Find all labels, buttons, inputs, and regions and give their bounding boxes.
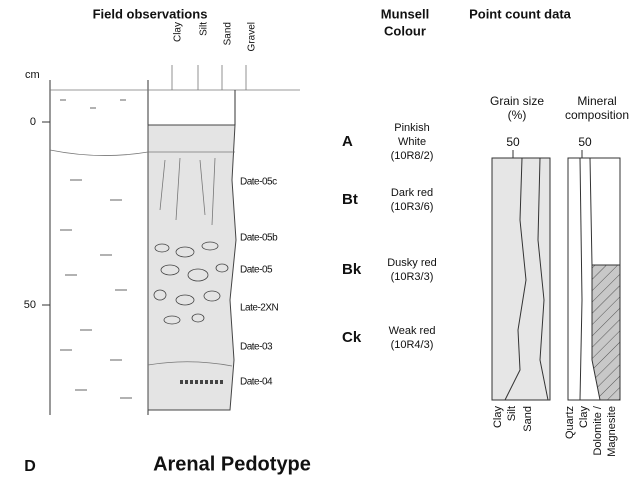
sample-label: Date-05b xyxy=(240,233,278,244)
field-profile xyxy=(42,65,300,415)
panel-label: D xyxy=(24,458,36,475)
mineral-panel xyxy=(567,150,621,401)
grain-size-title: (%) xyxy=(508,108,527,122)
grain-size-title: Grain size xyxy=(490,94,544,108)
horizon-code: (10R3/3) xyxy=(391,271,434,283)
texture-label: Sand xyxy=(223,22,234,45)
grain-size-panel xyxy=(491,150,551,401)
grain-size-tick: 50 xyxy=(506,135,520,149)
grain-size-label: Sand xyxy=(522,406,534,432)
sample-label: Date-04 xyxy=(240,377,273,388)
mineral-label: Quartz xyxy=(564,406,576,439)
depth-tick-label: 0 xyxy=(30,116,36,128)
horizon-code: (10R4/3) xyxy=(391,339,434,351)
horizon-colour: Dusky red xyxy=(387,257,437,269)
horizon-colour: White xyxy=(398,136,426,148)
sample-label: Date-03 xyxy=(240,342,273,353)
horizon-colour: Dark red xyxy=(391,187,433,199)
mineral-title: composition xyxy=(565,108,629,122)
sample-label: Late-2XN xyxy=(240,303,279,314)
munsell-heading: Munsell xyxy=(381,6,429,21)
horizon-name: Bk xyxy=(342,261,362,278)
mineral-label: Clay xyxy=(578,406,590,429)
horizon-code: (10R3/6) xyxy=(391,201,434,213)
grain-size-label: Silt xyxy=(506,406,518,421)
grain-size-label: Clay xyxy=(492,406,504,429)
field-heading: Field observations xyxy=(93,6,208,21)
mineral-label: Magnesite xyxy=(606,406,618,457)
horizon-code: (10R8/2) xyxy=(391,150,434,162)
horizon-name: Ck xyxy=(342,329,362,346)
sample-label: Date-05c xyxy=(240,177,277,188)
munsell-heading: Colour xyxy=(384,23,426,38)
texture-label: Silt xyxy=(199,22,210,36)
mineral-label: Dolomite / xyxy=(592,405,604,455)
point-count-heading: Point count data xyxy=(469,6,572,21)
texture-label: Gravel xyxy=(247,22,258,51)
mineral-title: Mineral xyxy=(577,94,616,108)
texture-label: Clay xyxy=(173,22,184,42)
horizon-name: A xyxy=(342,133,353,150)
depth-tick-label: 50 xyxy=(24,299,36,311)
figure-title: Arenal Pedotype xyxy=(153,453,311,475)
horizon-colour: Pinkish xyxy=(394,122,429,134)
mineral-tick: 50 xyxy=(578,135,592,149)
horizon-colour: Weak red xyxy=(389,325,436,337)
horizon-name: Bt xyxy=(342,191,358,208)
depth-unit: cm xyxy=(25,69,40,81)
sample-label: Date-05 xyxy=(240,265,273,276)
